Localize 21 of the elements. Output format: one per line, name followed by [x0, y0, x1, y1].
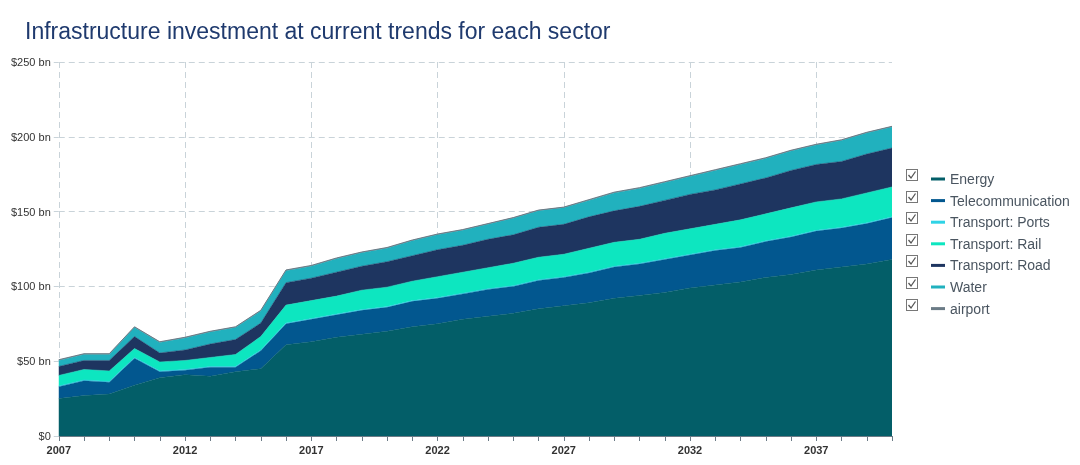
- x-tick-label: 2007: [46, 443, 71, 456]
- chart-title: Infrastructure investment at current trends for each sector: [25, 17, 611, 44]
- legend-label: Transport: Road: [950, 257, 1051, 274]
- x-tick-label: 2032: [677, 443, 703, 456]
- y-tick-label: $250 bn: [11, 56, 51, 68]
- legend-label: Water: [950, 279, 988, 295]
- y-tick-label: $200 bn: [11, 130, 51, 143]
- x-tick-label: 2012: [172, 443, 198, 456]
- y-tick-label: $150 bn: [11, 205, 51, 218]
- y-tick-label: $100 bn: [11, 280, 51, 293]
- legend-label: Energy: [950, 171, 995, 187]
- legend-label: Telecommunication: [950, 192, 1070, 209]
- x-tick-label: 2022: [425, 443, 450, 456]
- x-tick-label: 2037: [804, 443, 829, 456]
- legend-label: Transport: Ports: [950, 214, 1050, 231]
- legend-label: airport: [950, 300, 990, 317]
- legend-label: Transport: Rail: [950, 235, 1042, 252]
- y-tick-label: $0: [38, 430, 51, 442]
- x-tick-label: 2017: [299, 443, 324, 456]
- x-tick-label: 2027: [551, 443, 576, 456]
- y-tick-label: $50 bn: [17, 355, 51, 368]
